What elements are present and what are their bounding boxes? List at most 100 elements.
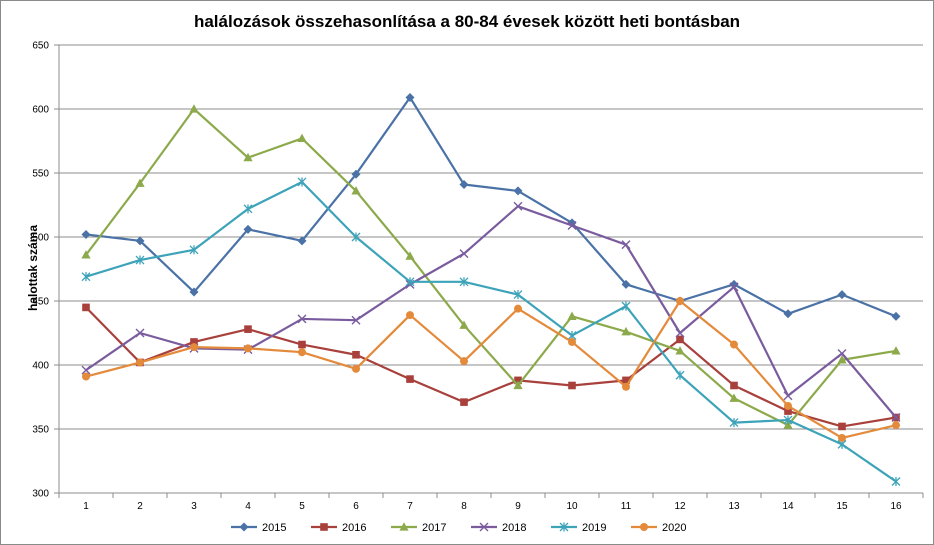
data-point-2020 <box>838 433 846 442</box>
series-line-2018 <box>85 205 897 419</box>
series-2017 <box>81 104 901 429</box>
data-point-2017 <box>891 346 901 355</box>
data-point-2015 <box>729 279 739 289</box>
x-tick-label: 8 <box>461 501 467 512</box>
gridlines <box>59 44 923 430</box>
data-point-2019 <box>297 177 307 187</box>
data-point-2019 <box>81 272 91 282</box>
data-point-2018 <box>729 282 739 292</box>
series-2018 <box>81 201 901 422</box>
data-point-2015 <box>621 279 631 289</box>
series-2015 <box>81 92 901 321</box>
x-tick-label: 9 <box>515 501 521 512</box>
data-point-2016 <box>82 303 90 312</box>
data-point-2017 <box>189 104 199 113</box>
data-point-2015 <box>891 311 901 321</box>
data-point-2019 <box>351 232 361 242</box>
chart-title: halálozások összehasonlítása a 80-84 éve… <box>194 12 740 31</box>
x-tick-label: 5 <box>299 501 305 512</box>
data-point-2018 <box>567 220 577 230</box>
y-tick-label: 400 <box>32 361 49 372</box>
series-2020 <box>82 297 900 442</box>
series-line-2019 <box>85 180 897 483</box>
data-point-2020 <box>730 340 738 349</box>
legend-item-2018: 2018 <box>471 522 526 534</box>
series-line-2015 <box>85 96 897 318</box>
data-point-2017 <box>837 355 847 364</box>
x-tick-label: 11 <box>621 501 632 512</box>
data-point-2015 <box>459 180 469 190</box>
series-line-2017 <box>85 107 897 427</box>
data-point-2016 <box>460 398 468 406</box>
data-point-2016 <box>244 325 252 333</box>
data-point-2020 <box>406 311 414 320</box>
y-tick-label: 450 <box>32 297 49 308</box>
x-tick-label: 2 <box>137 501 143 512</box>
data-point-2016 <box>190 338 198 346</box>
data-point-2020 <box>568 337 576 346</box>
legend-label: 2020 <box>662 522 686 534</box>
data-point-2020 <box>460 357 468 366</box>
x-tick-label: 7 <box>407 501 413 512</box>
data-point-2016 <box>622 376 630 385</box>
data-point-2018 <box>513 201 523 211</box>
data-point-2020 <box>676 297 684 305</box>
data-point-2017 <box>567 311 577 320</box>
legend-item-2017: 2017 <box>391 522 446 534</box>
data-point-2018 <box>675 328 685 338</box>
x-tick-label: 15 <box>836 501 848 512</box>
data-point-2020 <box>514 304 522 313</box>
x-tick-label: 10 <box>566 501 578 512</box>
data-point-2016 <box>730 381 738 390</box>
data-point-2018 <box>459 249 469 259</box>
y-tick-label: 300 <box>32 489 49 500</box>
data-point-2015 <box>837 290 847 300</box>
legend-marker <box>559 522 569 532</box>
data-point-2020 <box>352 364 360 373</box>
data-point-2017 <box>621 326 631 336</box>
data-point-2019 <box>891 476 901 486</box>
data-point-2017 <box>81 250 91 259</box>
data-point-2018 <box>621 240 631 250</box>
data-point-2016 <box>568 381 576 390</box>
data-point-2015 <box>243 224 253 234</box>
data-point-2020 <box>244 344 252 353</box>
data-point-2015 <box>189 287 199 297</box>
data-point-2017 <box>405 251 415 260</box>
legend-label: 2018 <box>502 522 526 534</box>
y-tick-label: 500 <box>32 233 49 244</box>
data-point-2017 <box>135 178 145 187</box>
data-point-2015 <box>513 186 523 196</box>
data-point-2017 <box>351 186 361 195</box>
data-point-2019 <box>621 301 631 311</box>
data-point-2017 <box>729 393 739 402</box>
data-point-2020 <box>622 382 630 391</box>
data-point-2018 <box>351 315 361 325</box>
data-point-2020 <box>784 401 792 410</box>
data-point-2015 <box>81 229 91 239</box>
x-tick-label: 13 <box>728 501 740 512</box>
data-point-2019 <box>135 255 145 265</box>
data-point-2019 <box>459 277 469 287</box>
x-tick-label: 3 <box>191 501 197 512</box>
data-point-2018 <box>783 391 793 401</box>
data-point-2015 <box>351 169 361 179</box>
series-2016 <box>82 303 900 431</box>
data-point-2016 <box>784 407 792 415</box>
y-tick-label: 350 <box>32 425 49 436</box>
data-point-2016 <box>406 375 414 383</box>
data-point-2018 <box>135 328 145 338</box>
legend-marker <box>640 523 648 531</box>
data-point-2018 <box>837 348 847 358</box>
data-point-2020 <box>190 343 198 352</box>
data-point-2015 <box>405 92 415 102</box>
data-point-2018 <box>297 314 307 324</box>
legend-marker <box>239 522 249 532</box>
data-point-2017 <box>459 320 469 329</box>
data-point-2016 <box>676 335 684 344</box>
legend-label: 2017 <box>422 522 446 534</box>
y-tick-label: 600 <box>32 105 49 116</box>
